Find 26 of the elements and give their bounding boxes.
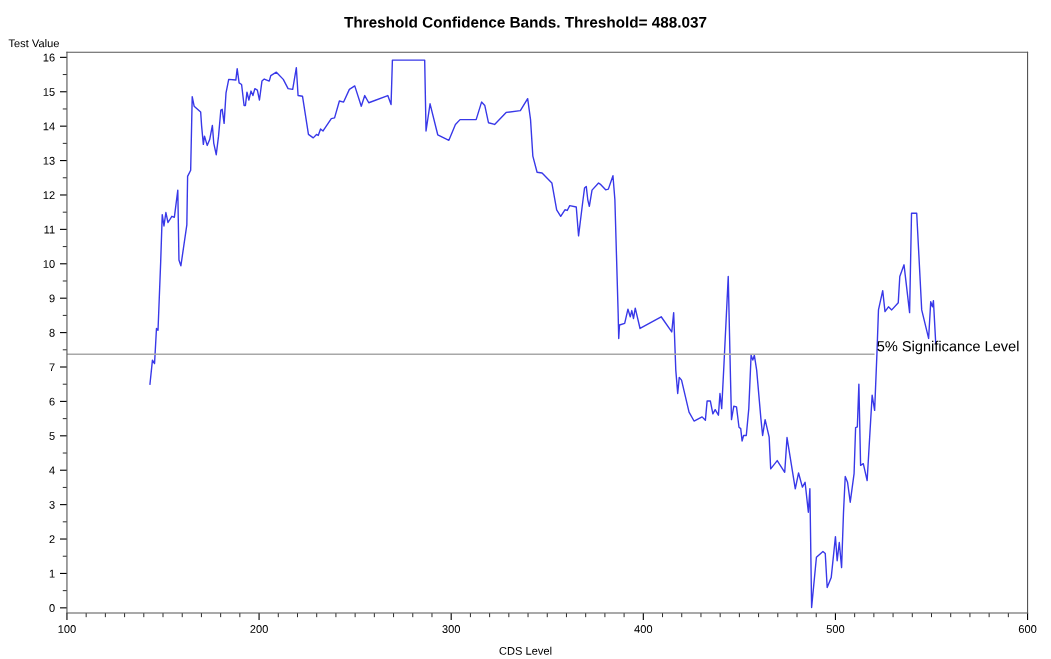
y-tick-label: 13	[43, 156, 55, 165]
x-tick-label: 500	[826, 625, 845, 633]
y-tick-label: 1	[49, 569, 55, 578]
x-tick-label: 400	[634, 625, 653, 633]
y-tick-label: 7	[49, 363, 55, 372]
x-axis-title: CDS Level	[499, 646, 552, 655]
y-tick-label: 14	[43, 122, 55, 131]
y-tick-label: 5	[49, 432, 55, 440]
y-tick-label: 6	[49, 397, 55, 406]
chart-title: Threshold Confidence Bands. Threshold= 488.037	[344, 16, 707, 28]
x-tick-label: 100	[58, 625, 76, 633]
y-axis-title: Test Value	[8, 39, 59, 48]
y-tick-label: 0	[49, 604, 55, 612]
y-tick-label: 8	[49, 328, 55, 337]
y-tick-label: 10	[43, 260, 55, 268]
y-tick-label: 16	[43, 53, 55, 62]
x-tick-label: 200	[250, 625, 268, 633]
x-tick-label: 600	[1018, 625, 1037, 633]
x-tick-label: 300	[442, 625, 461, 633]
y-tick-label: 11	[44, 225, 55, 234]
y-tick-label: 9	[49, 294, 55, 303]
y-tick-label: 15	[43, 88, 55, 96]
y-tick-label: 3	[49, 500, 55, 509]
y-tick-label: 12	[43, 191, 55, 199]
y-tick-label: 2	[49, 535, 55, 544]
y-tick-label: 4	[49, 466, 55, 475]
